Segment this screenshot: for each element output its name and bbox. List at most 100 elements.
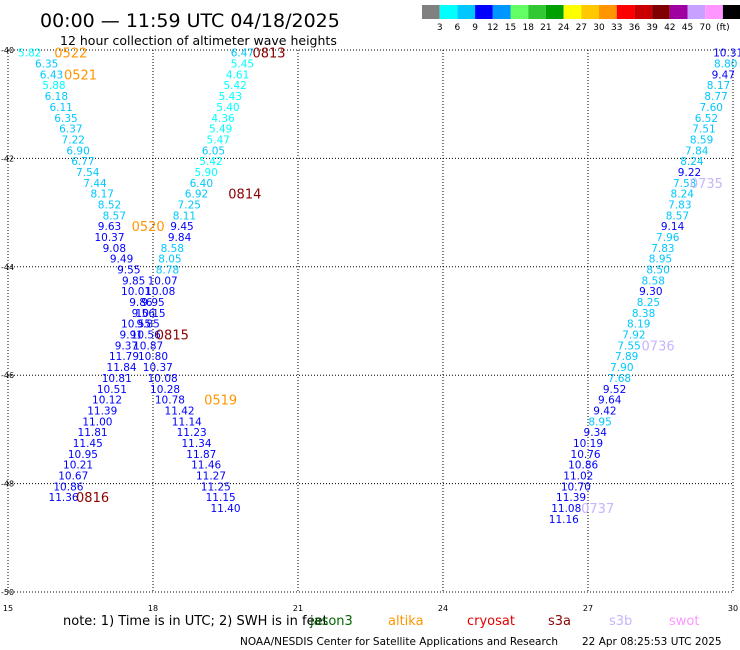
wave-height-point: 8.24 [680, 156, 704, 168]
wave-height-point: 5.45 [231, 59, 254, 71]
x-tick-label: 30 [728, 604, 738, 613]
scale-swatch [492, 5, 511, 19]
wave-height-point: 9.47 [712, 69, 735, 81]
wave-height-point: 10.56 [131, 330, 161, 342]
wave-height-point: 10.55 [121, 319, 151, 331]
wave-height-point: 7.68 [608, 373, 631, 385]
chart-subtitle: 12 hour collection of altimeter wave hei… [60, 33, 337, 48]
wave-height-point: 9.37 [115, 340, 138, 352]
wave-height-point: 10.08 [148, 373, 178, 385]
wave-height-point: 5.40 [216, 102, 239, 114]
wave-height-point: 8.57 [103, 210, 126, 222]
pass-time-labels: 0522 0521 0813 0814 0520 0815 0519 0816 0735 0736… [54, 47, 723, 517]
scale-tick-label: 18 [522, 23, 534, 33]
y-tick-label: -44 [1, 263, 14, 272]
scale-tick-label: 6 [455, 23, 461, 33]
wave-height-point: 11.15 [206, 492, 236, 504]
wave-height-point: 10.95 [68, 449, 98, 461]
wave-height-point: 8.05 [158, 254, 181, 266]
wave-height-point: 6.40 [190, 178, 213, 190]
scale-swatch [422, 5, 440, 19]
wave-height-point: 11.16 [549, 514, 579, 526]
wave-height-point: 9.95 [141, 297, 164, 309]
wave-height-point: 8.25 [637, 297, 660, 309]
wave-height-point: 11.39 [556, 492, 586, 504]
wave-height-point: 6.18 [45, 91, 68, 103]
wave-height-point: 6.47 [231, 48, 254, 60]
wave-height-point: 10.01 [121, 286, 151, 298]
wave-height-point: 11.02 [563, 470, 593, 482]
wave-height-point: 8.11 [173, 210, 196, 222]
scale-swatch [669, 5, 688, 19]
wave-height-point: 5.82 [18, 48, 41, 60]
wave-height-point: 9.85 [122, 275, 145, 287]
wave-height-point: 5.88 [42, 80, 65, 92]
wave-height-point: 6.92 [185, 189, 208, 201]
wave-height-point: 11.34 [181, 438, 211, 450]
wave-height-point: 11.36 [49, 492, 79, 504]
wave-height-point: 5.47 [207, 134, 230, 146]
wave-height-point: 10.07 [148, 275, 178, 287]
x-tick-label: 21 [293, 604, 303, 613]
wave-height-values: 5.826.356.435.886.186.116.356.377.226.90… [18, 48, 740, 526]
pass-time-label: 0521 [64, 68, 97, 83]
scale-tick-label: 9 [472, 23, 478, 33]
scale-swatch [616, 5, 635, 19]
wave-height-point: 6.52 [695, 113, 718, 125]
wave-height-point: 10.37 [94, 232, 124, 244]
wave-height-point: 11.46 [191, 460, 221, 472]
x-tick-label: 24 [438, 604, 448, 613]
scale-swatch [634, 5, 653, 19]
wave-height-point: 10.80 [138, 351, 168, 363]
wave-height-point: 9.64 [598, 395, 622, 407]
wave-height-point: 6.35 [35, 59, 58, 71]
scale-tick-label: 21 [540, 23, 551, 33]
wave-height-point: 8.19 [627, 319, 650, 331]
wave-height-point: 8.50 [646, 265, 669, 277]
wave-height-point: 8.17 [91, 189, 114, 201]
wave-height-point: 10.70 [561, 481, 591, 493]
wave-height-point: 6.35 [54, 113, 77, 125]
wave-height-point: 11.00 [82, 416, 112, 428]
wave-height-point: 6.11 [49, 102, 72, 114]
wave-height-point: 8.58 [642, 275, 665, 287]
pass-time-label: 0737 [581, 502, 614, 517]
wave-height-point: 9.42 [593, 405, 616, 417]
legend-satellite-s3b: s3b [609, 614, 632, 629]
wave-height-point: 8.52 [98, 199, 121, 211]
wave-height-point: 10.28 [150, 384, 180, 396]
wave-height-point: 9.45 [170, 221, 193, 233]
wave-height-point: 7.89 [615, 351, 638, 363]
axis-labels: 15 18 21 24 27 30 -40 -42 -44 -46 -48 -50 [1, 46, 738, 613]
wave-height-point: 9.14 [661, 221, 685, 233]
scale-swatch [705, 5, 723, 19]
scale-unit-label: (ft) [716, 23, 730, 33]
scale-swatch [563, 5, 582, 19]
wave-height-point: 9.84 [168, 232, 192, 244]
wave-height-point: 8.24 [671, 189, 695, 201]
scale-tick-label: 30 [593, 23, 605, 33]
wave-height-point: 10.08 [145, 286, 175, 298]
wave-height-point: 9.91 [120, 330, 143, 342]
wave-height-point: 8.58 [161, 243, 184, 255]
legend-satellite-altika: altika [388, 614, 424, 629]
scale-tick-label: 24 [558, 23, 570, 33]
wave-height-point: 7.60 [700, 102, 723, 114]
wave-height-point: 9.56 [132, 308, 156, 320]
wave-height-point: 6.05 [202, 145, 225, 157]
map-grid [7, 49, 734, 593]
wave-height-point: 11.40 [210, 503, 240, 515]
wave-height-point: 11.23 [177, 427, 207, 439]
wave-height-point: 7.90 [610, 362, 633, 374]
legend-satellite-jason3: jason3 [309, 614, 353, 629]
wave-height-point: 7.53 [673, 178, 696, 190]
wave-height-point: 4.36 [211, 113, 235, 125]
legend-satellite-cryosat: cryosat [467, 614, 515, 629]
scale-swatch [652, 5, 670, 19]
color-scale: 3 6 9 12 15 18 21 24 27 30 33 36 39 42 45 70 (ft) [422, 5, 740, 33]
wave-height-point: 7.44 [83, 178, 107, 190]
wave-height-point: 10.78 [155, 395, 185, 407]
wave-height-point: 9.52 [603, 384, 626, 396]
scale-swatch [439, 5, 458, 19]
wave-height-point: 10.12 [92, 395, 122, 407]
